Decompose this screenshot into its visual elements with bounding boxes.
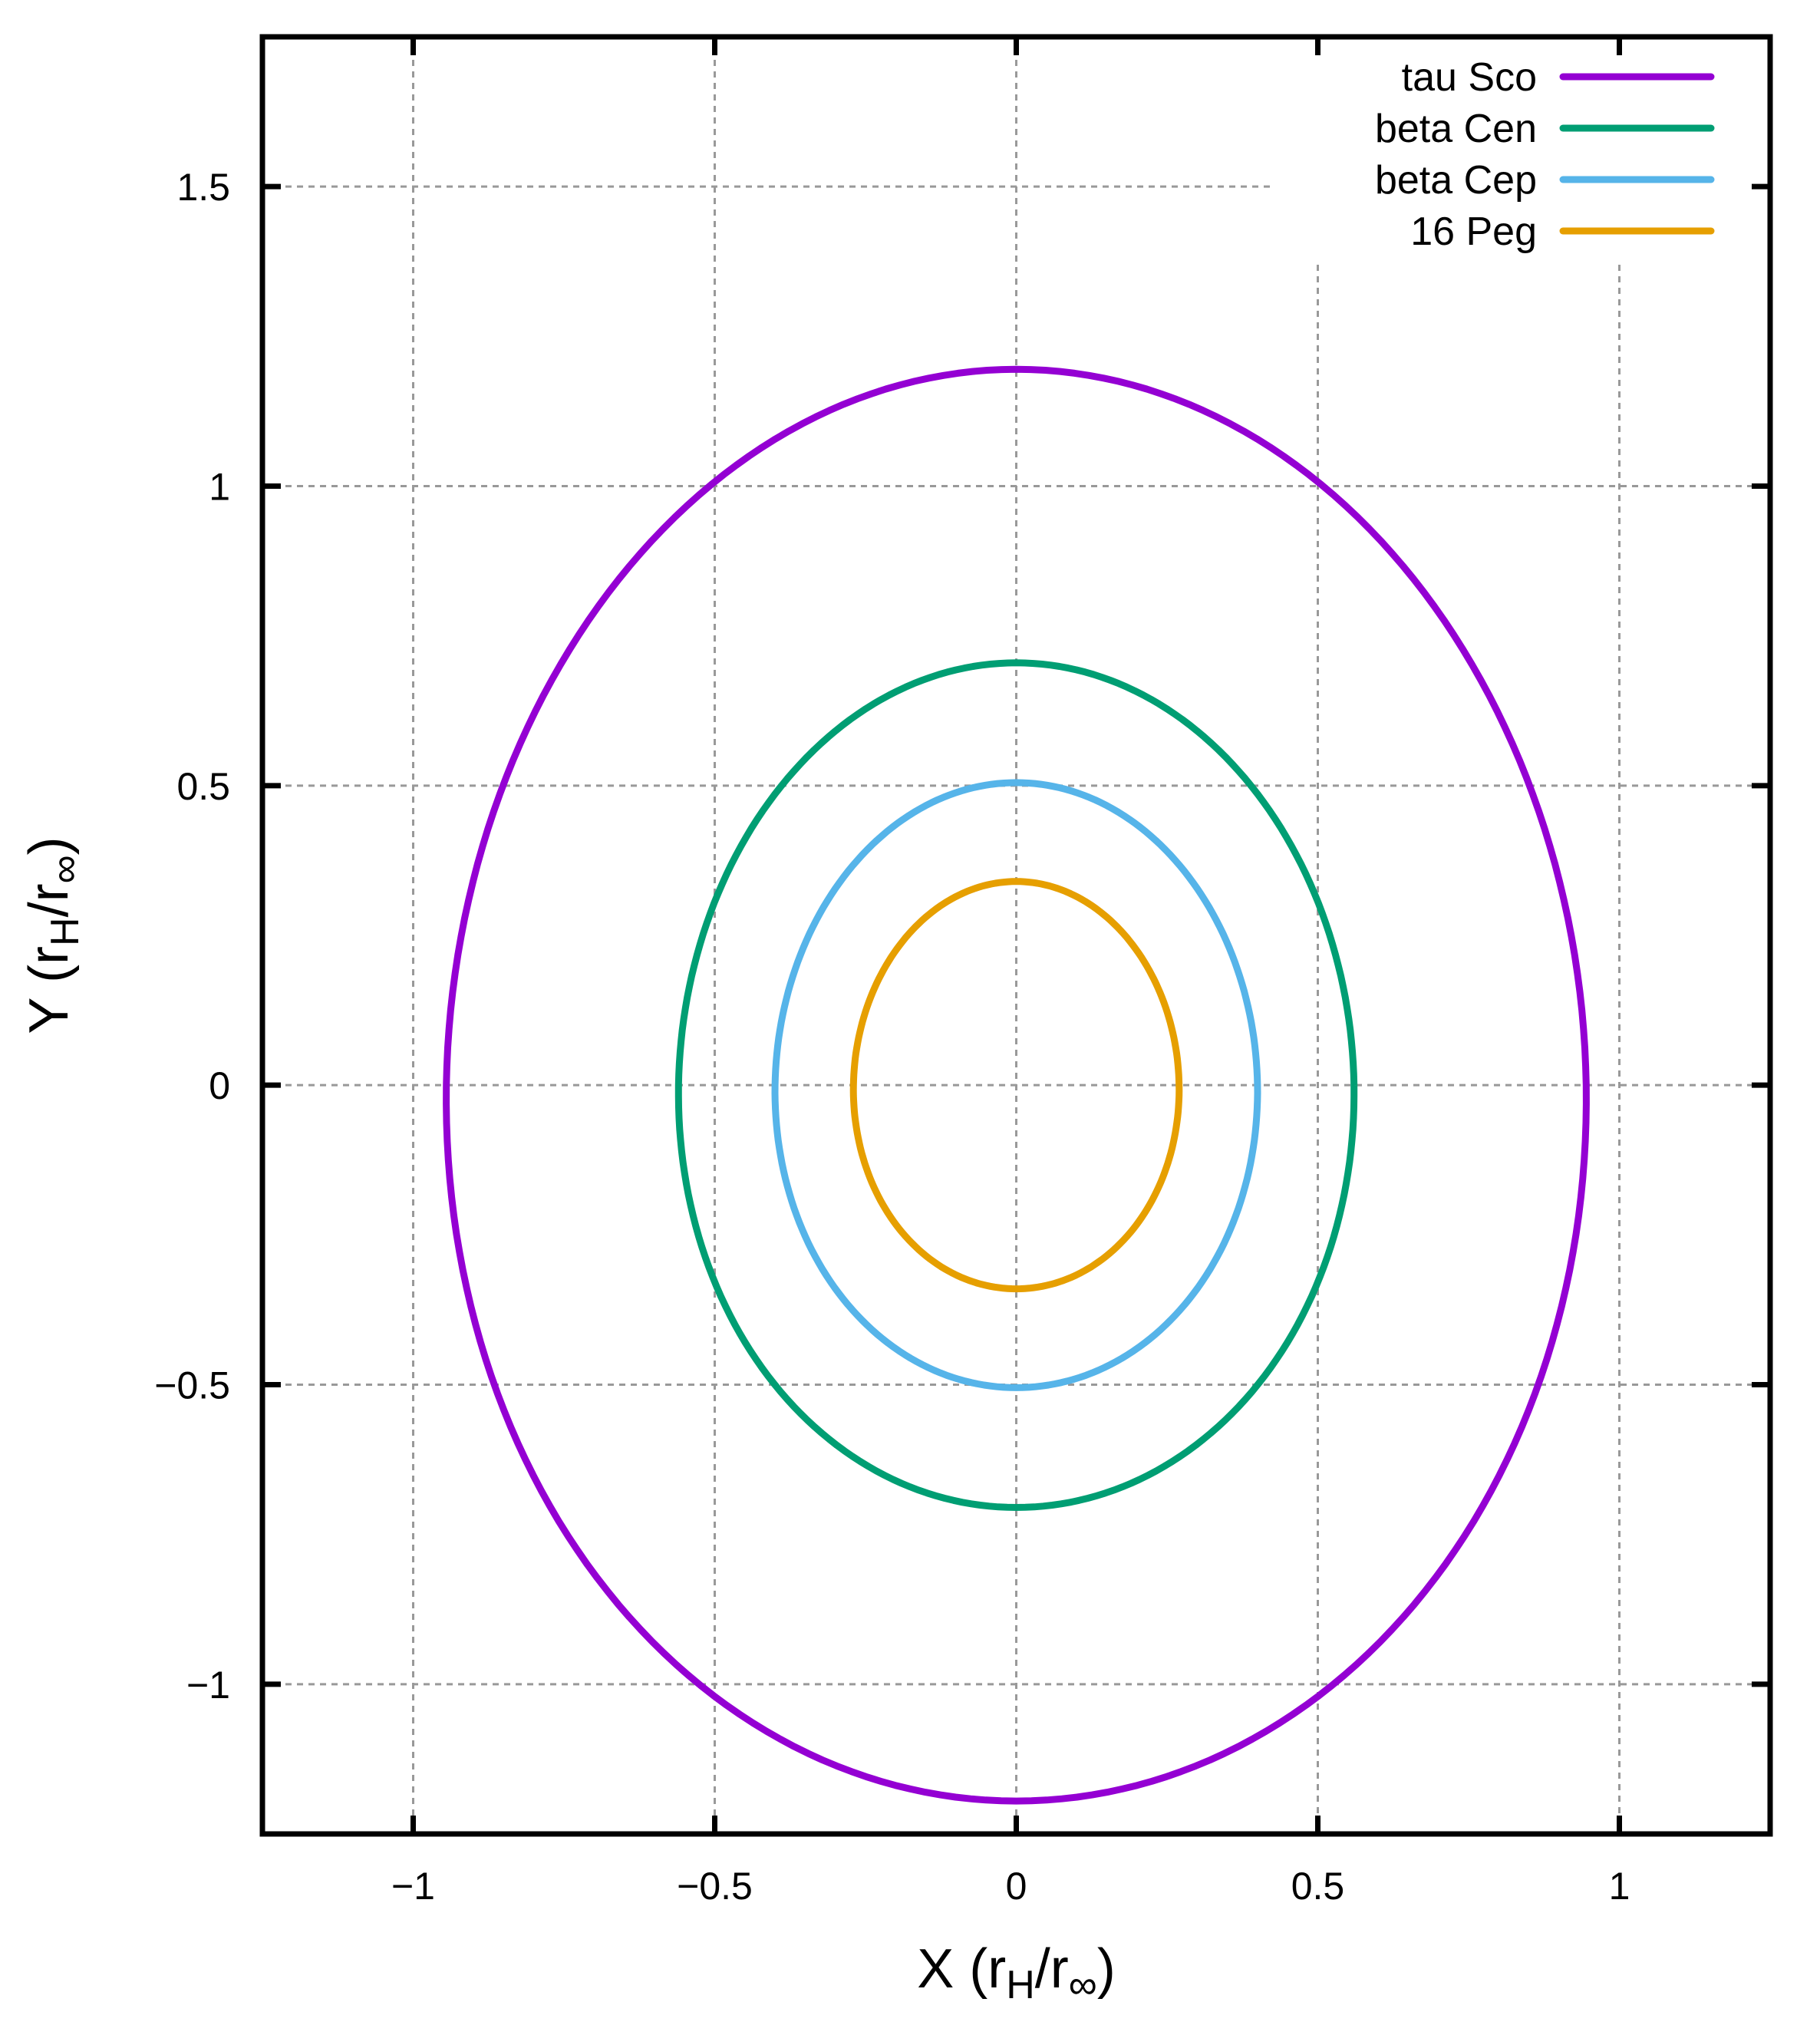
y-tick-label: 1.5 — [176, 166, 230, 209]
y-tick-label: 0.5 — [176, 765, 230, 808]
legend-label: 16 Peg — [1410, 209, 1537, 254]
plot-frame — [259, 34, 1773, 1837]
legend-label: beta Cep — [1375, 158, 1537, 203]
axis-ticks: −1 −0.5 0 0.5 1 −1 −0.5 0 0.5 1 1.5 — [154, 37, 1770, 1908]
legend-label: tau Sco — [1402, 55, 1537, 100]
y-tick-label: 1 — [209, 466, 230, 509]
series-line-beta-cen — [674, 659, 1358, 1511]
y-tick-label: −1 — [186, 1664, 230, 1707]
series-line-beta-cep — [771, 779, 1261, 1391]
x-tick-label: 1 — [1609, 1865, 1630, 1908]
x-tick-label: −0.5 — [677, 1865, 753, 1908]
series-line-tau-sco — [443, 365, 1590, 1805]
legend: tau Sco beta Cen beta Cep 16 Peg — [1375, 55, 1715, 254]
x-tick-label: 0 — [1006, 1865, 1027, 1908]
y-tick-label: 0 — [209, 1064, 230, 1107]
series-line-16-peg — [849, 878, 1183, 1293]
x-axis-title: X (rH/r∞) — [917, 1938, 1116, 2007]
legend-label: beta Cen — [1375, 107, 1537, 151]
y-axis-title: Y (rH/r∞) — [18, 836, 87, 1034]
x-tick-label: 0.5 — [1291, 1865, 1345, 1908]
x-tick-label: −1 — [391, 1865, 435, 1908]
y-tick-label: −0.5 — [154, 1364, 230, 1407]
grid-lines — [262, 37, 1770, 1834]
plot-curves — [443, 365, 1590, 1805]
